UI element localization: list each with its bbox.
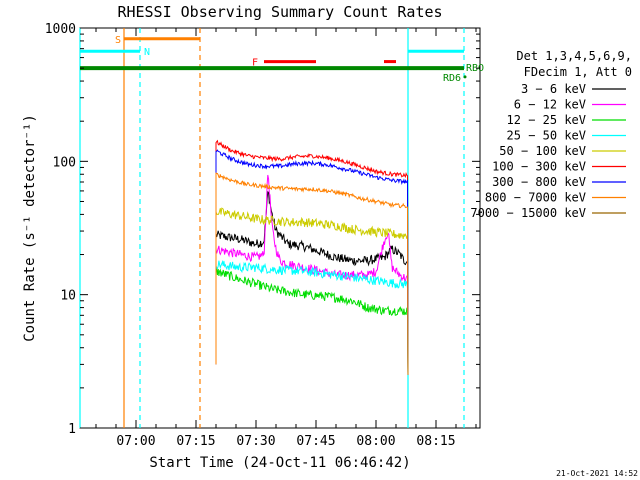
data-series — [215, 139, 409, 375]
chart-title: RHESSI Observing Summary Count Rates — [117, 3, 442, 21]
x-tick-label: 07:15 — [176, 434, 215, 449]
flag-rd6-marker — [463, 75, 467, 79]
x-tick-label: 07:30 — [236, 434, 275, 449]
y-tick-label: 1000 — [45, 22, 76, 37]
y-tick-label: 100 — [53, 155, 76, 170]
series-line — [215, 149, 409, 375]
flag-rd6-label: RD6 — [443, 73, 461, 84]
legend-entry-label: 100 − 300 keV — [492, 160, 586, 174]
y-tick-label: 10 — [60, 289, 76, 304]
series-line — [215, 266, 409, 375]
legend-entry-label: 50 − 100 keV — [499, 144, 586, 158]
series-line — [215, 259, 409, 375]
x-tick-label: 07:00 — [116, 434, 155, 449]
legend-entry-label: 300 − 800 keV — [492, 175, 586, 189]
series-line — [215, 172, 409, 375]
flag-rbo-label: RBO — [466, 63, 484, 74]
series-line — [215, 174, 409, 375]
flag-n-label: N — [144, 47, 150, 58]
legend-entry-label: 12 − 25 keV — [507, 113, 586, 127]
flag-f-label: F — [252, 58, 258, 69]
legend-header-line-2: FDecim 1, Att 0 — [524, 65, 632, 79]
legend-entry-label: 800 − 7000 keV — [485, 191, 586, 205]
x-axis-label: Start Time (24-Oct-11 06:46:42) — [149, 455, 410, 471]
legend-header-line-1: Det 1,3,4,5,6,9, — [516, 49, 632, 63]
x-tick-label: 07:45 — [296, 434, 335, 449]
series-line — [215, 207, 409, 375]
legend-entry-label: 6 − 12 keV — [514, 98, 586, 112]
y-tick-label: 1 — [68, 422, 76, 437]
legend-entry-label: 3 − 6 keV — [521, 82, 586, 96]
series-line — [215, 139, 409, 375]
status-flags: RBO RD6 S N F — [80, 35, 484, 84]
y-axis-label: Count Rate (s⁻¹ detector⁻¹) — [22, 114, 38, 342]
series-line — [215, 191, 409, 375]
axes: 1 10 100 1000 07:00 07:15 07:30 07:45 08:00 08:15 — [45, 22, 480, 449]
flag-s-label: S — [115, 35, 121, 46]
footer-timestamp: 21-Oct-2021 14:52 — [556, 469, 638, 478]
x-tick-label: 08:15 — [416, 434, 455, 449]
legend: Det 1,3,4,5,6,9, FDecim 1, Att 0 3 − 6 k… — [470, 49, 632, 220]
legend-entry-label: 7000 − 15000 keV — [470, 206, 586, 220]
legend-entry-label: 25 − 50 keV — [507, 129, 586, 143]
x-tick-label: 08:00 — [356, 434, 395, 449]
